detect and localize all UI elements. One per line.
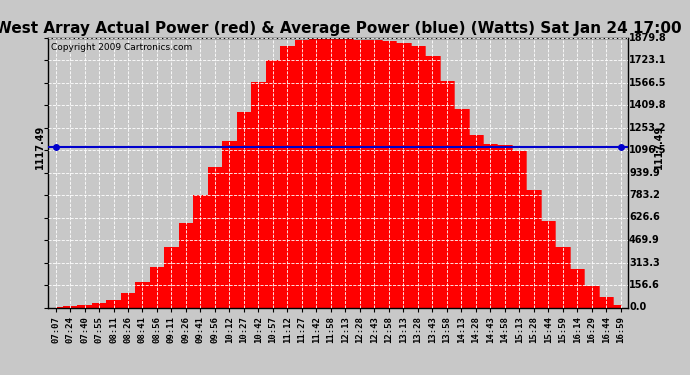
Text: 313.3: 313.3 xyxy=(629,258,660,267)
Text: 1096.5: 1096.5 xyxy=(629,145,667,155)
Title: West Array Actual Power (red) & Average Power (blue) (Watts) Sat Jan 24 17:00: West Array Actual Power (red) & Average … xyxy=(0,21,682,36)
Text: 1566.5: 1566.5 xyxy=(629,78,667,87)
Text: Copyright 2009 Cartronics.com: Copyright 2009 Cartronics.com xyxy=(51,43,193,52)
Text: 783.2: 783.2 xyxy=(629,190,660,200)
Text: 1879.8: 1879.8 xyxy=(629,33,667,42)
Text: 1253.2: 1253.2 xyxy=(629,123,667,132)
Text: 469.9: 469.9 xyxy=(629,235,660,245)
Text: 1409.8: 1409.8 xyxy=(629,100,667,110)
Text: 939.9: 939.9 xyxy=(629,168,660,177)
Text: 626.6: 626.6 xyxy=(629,213,660,222)
Text: 1723.1: 1723.1 xyxy=(629,55,667,65)
Text: 156.6: 156.6 xyxy=(629,280,660,290)
Text: 0.0: 0.0 xyxy=(629,303,647,312)
Text: 1117.49: 1117.49 xyxy=(35,125,46,169)
Text: 1117.49: 1117.49 xyxy=(654,125,664,169)
